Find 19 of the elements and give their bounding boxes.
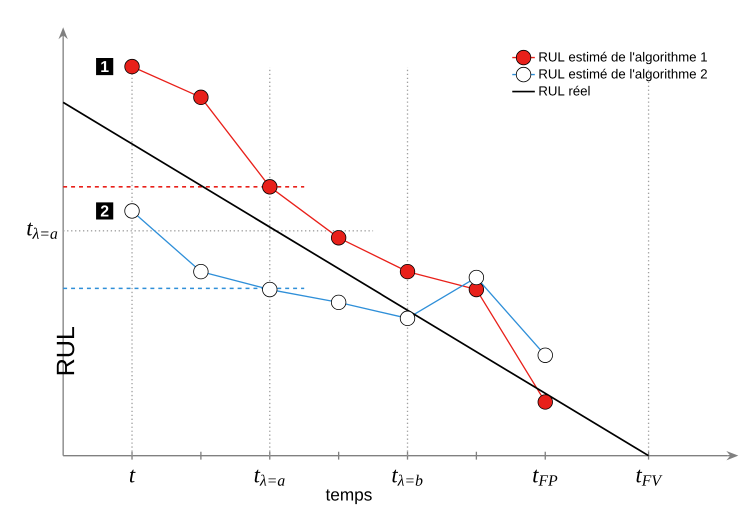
point [400,264,416,280]
x-axis-title: temps [326,490,372,504]
x-tick-label: t$_{FP}$ [533,470,558,486]
annotation: 1 [101,61,109,72]
legend-label: RUL réel [539,86,590,96]
x-tick-label: t$_{λ=b}$ [392,470,422,486]
legend-label: RUL estimé de l'algorithme 2 [539,68,707,82]
x-tick-label: t [130,470,136,483]
x-tick-label: t$_{FV}$ [636,470,662,486]
x-tick-label: t$_{λ=a}$ [254,470,285,486]
point [538,394,553,410]
ref-line-label: t$_{λ=a}$ [27,222,58,240]
annotation: 2 [100,206,108,217]
point [330,230,346,246]
point [262,179,278,195]
point [124,59,140,75]
point [193,90,209,106]
legend-label: RUL estimé de l'algorithme 1 [539,52,707,64]
y-axis-title: RUL [56,327,74,375]
